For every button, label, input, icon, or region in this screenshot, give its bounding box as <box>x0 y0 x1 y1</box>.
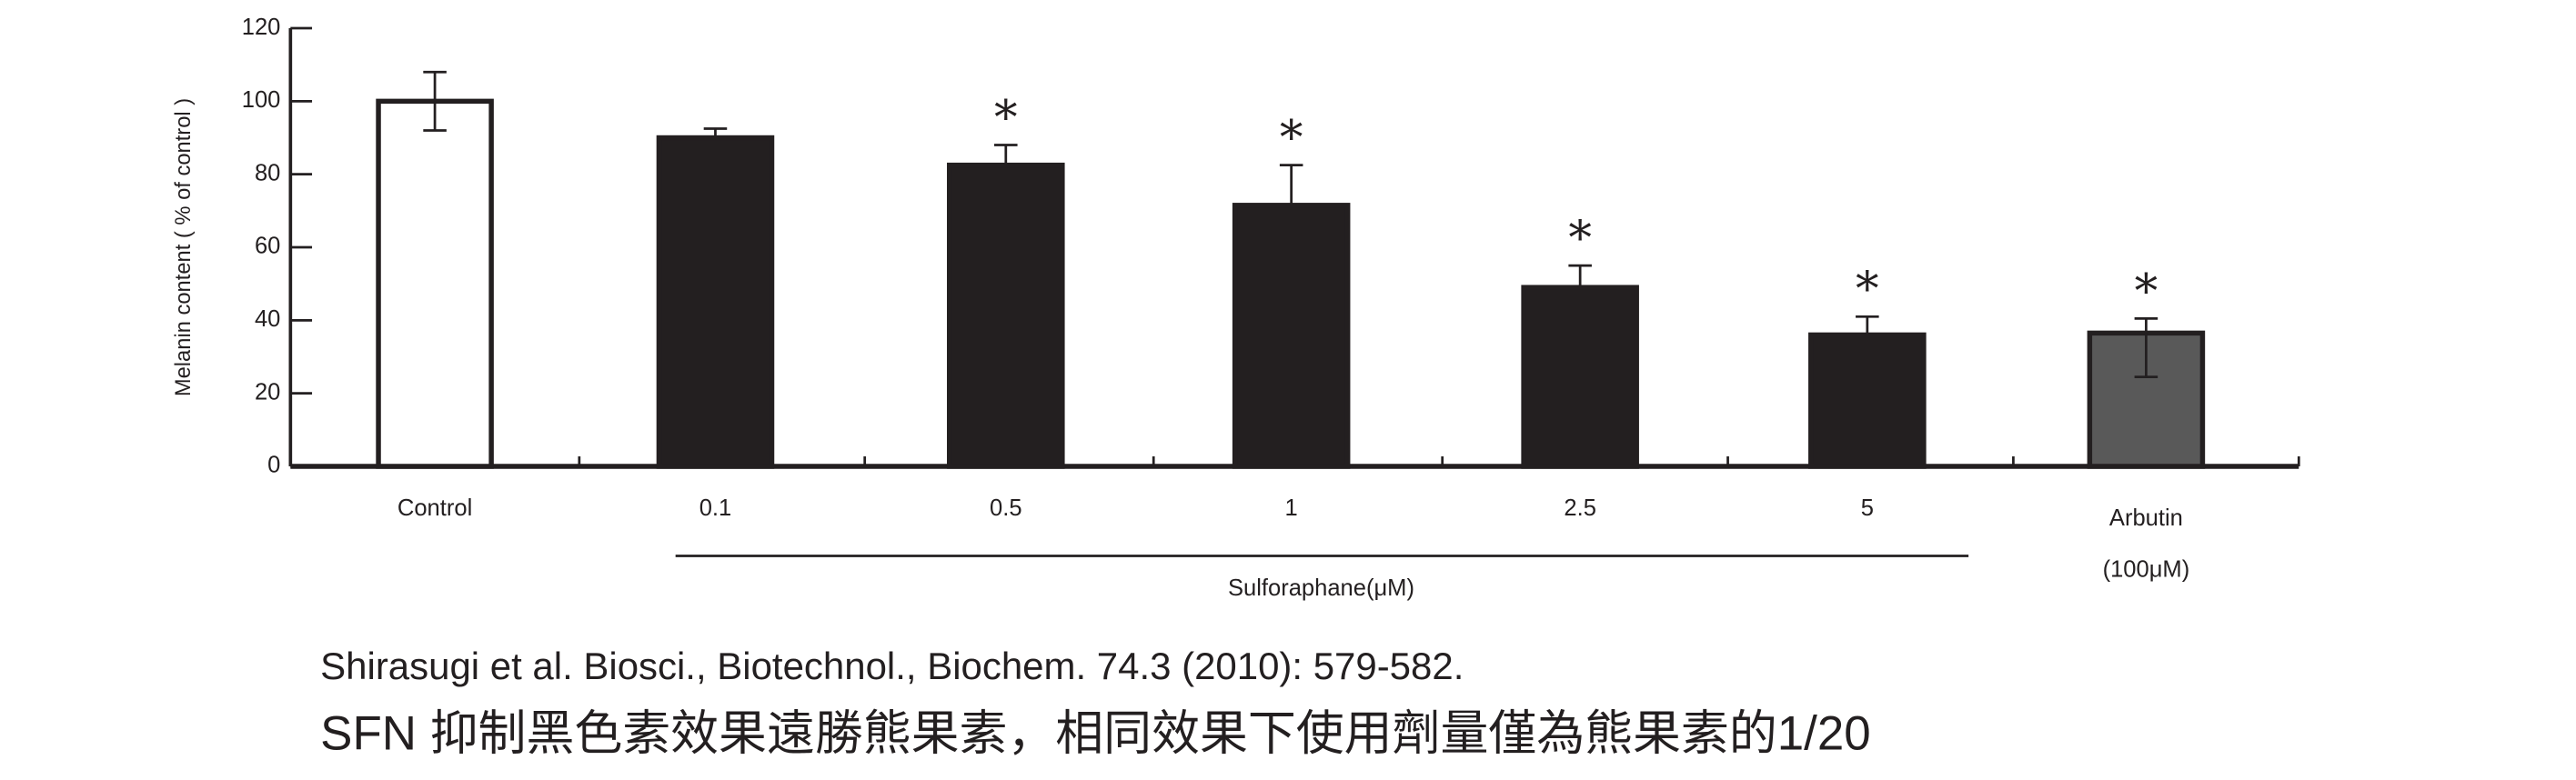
bar <box>376 98 494 469</box>
citation: Shirasugi et al. Biosci., Biotechnol., B… <box>320 645 1464 687</box>
x-tick-label: 5 <box>1861 495 1874 521</box>
caption: SFN 抑制黑色素效果遠勝熊果素，相同效果下使用劑量僅為熊果素的1/20 <box>320 707 1870 761</box>
y-tick-label: 120 <box>242 15 281 40</box>
bar <box>2087 330 2206 469</box>
group-label: Sulforaphane(μM) <box>1228 575 1414 601</box>
bar <box>1521 285 1639 469</box>
x-tick-label: Arbutin <box>2109 505 2183 531</box>
x-tick-label: 0.5 <box>990 495 1022 521</box>
x-tick-label: Control <box>397 495 472 521</box>
y-tick-label: 60 <box>255 234 280 259</box>
significance-mark: * <box>1856 264 1879 317</box>
y-tick-label: 0 <box>267 453 280 478</box>
bar <box>1232 203 1351 469</box>
y-tick-label: 100 <box>242 87 281 113</box>
significance-mark: * <box>1568 213 1592 266</box>
y-tick-label: 20 <box>255 379 280 405</box>
bar <box>947 162 1065 469</box>
significance-mark: * <box>994 92 1018 145</box>
bar <box>1808 332 1927 469</box>
x-tick-label: 2.5 <box>1564 495 1596 521</box>
bar <box>656 135 775 469</box>
x-tick-sublabel: (100μM) <box>2103 557 2190 583</box>
x-tick-label: 0.1 <box>699 495 732 521</box>
y-tick-label: 40 <box>255 306 280 332</box>
y-tick-label: 80 <box>255 160 280 185</box>
y-axis-label: Melanin content ( % of control ) <box>172 98 196 396</box>
x-tick-label: 1 <box>1285 495 1298 521</box>
significance-mark: * <box>1280 112 1303 165</box>
significance-mark: * <box>2135 265 2158 319</box>
